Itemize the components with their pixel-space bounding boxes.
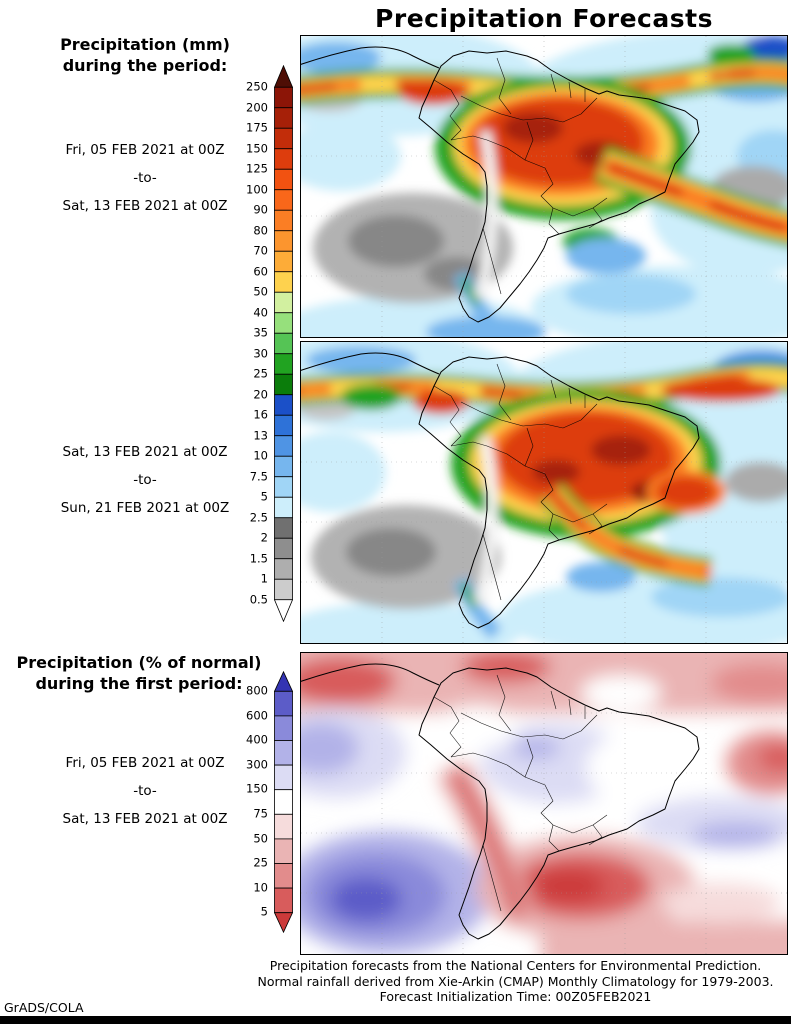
period-3-from: Fri, 05 FEB 2021 at 00Z	[65, 755, 225, 771]
colorbar-tick-label: 30	[253, 345, 268, 360]
colorbar-tick-label: 1	[260, 571, 268, 586]
colorbar-tick-label: 2.5	[249, 509, 268, 524]
pct-heading-line1: Precipitation (% of normal)	[16, 653, 262, 672]
page-title: Precipitation Forecasts	[375, 4, 713, 33]
mm-heading: Precipitation (mm) during the period:	[30, 34, 260, 76]
map-panel-percent	[300, 652, 788, 955]
colorbar-mm-labels: 250 200 175 150 125 100 90 80 70 60 50 40 35 30 25 20 16…	[234, 65, 274, 627]
mm-heading-line1: Precipitation (mm)	[60, 35, 230, 54]
colorbar-tick-label: 400	[246, 732, 268, 747]
period-2-to: Sun, 21 FEB 2021 at 00Z	[60, 500, 230, 516]
colorbar-tick-label: 5	[260, 904, 268, 919]
period-3-to: Sat, 13 FEB 2021 at 00Z	[62, 811, 228, 827]
colorbar-tick-label: 600	[246, 707, 268, 722]
colorbar-tick-label: 13	[253, 427, 268, 442]
period-1-from: Fri, 05 FEB 2021 at 00Z	[65, 142, 225, 158]
colorbar-tick-label: 75	[253, 806, 268, 821]
period-2-from: Sat, 13 FEB 2021 at 00Z	[62, 444, 228, 460]
colorbar-tick-label: 1.5	[249, 550, 268, 565]
colorbar-tick-label: 800	[246, 683, 268, 698]
colorbar-tick-label: 70	[253, 243, 268, 258]
colorbar-tick-label: 150	[246, 781, 268, 796]
footer-line2: Normal rainfall derived from Xie-Arkin (…	[257, 973, 774, 989]
colorbar-tick-label: 20	[253, 386, 268, 401]
colorbar-tick-label: 150	[246, 140, 268, 155]
colorbar-tick-label: 175	[246, 120, 268, 135]
colorbar-tick-label: 0.5	[249, 591, 268, 606]
period-3: Fri, 05 FEB 2021 at 00Z -to- Sat, 13 FEB…	[30, 749, 260, 833]
colorbar-tick-label: 10	[253, 880, 268, 895]
colorbar-tick-label: 80	[253, 222, 268, 237]
colorbar-tick-label: 60	[253, 263, 268, 278]
period-1: Fri, 05 FEB 2021 at 00Z -to- Sat, 13 FEB…	[30, 136, 260, 220]
colorbar-tick-label: 250	[246, 79, 268, 94]
colorbar-tick-label: 50	[253, 830, 268, 845]
colorbar-percent: 800 600 400 300 150 75 50 25 10 5	[234, 670, 294, 938]
period-2-separator: -to-	[133, 472, 157, 488]
colorbar-tick-label: 125	[246, 161, 268, 176]
footer-line1: Precipitation forecasts from the Nationa…	[269, 958, 762, 973]
colorbar-tick-label: 2	[260, 530, 268, 545]
period-2: Sat, 13 FEB 2021 at 00Z -to- Sun, 21 FEB…	[30, 438, 260, 522]
pct-heading-line2: during the first period:	[35, 674, 243, 693]
map-percent-normal	[301, 653, 787, 954]
pct-heading: Precipitation (% of normal) during the f…	[6, 652, 272, 694]
colorbar-tick-label: 40	[253, 304, 268, 319]
colorbar-tick-label: 50	[253, 284, 268, 299]
colorbar-mm-scale	[273, 64, 294, 627]
map-panel-week1	[300, 35, 788, 338]
footer-line3: Forecast Initialization Time: 00Z05FEB20…	[379, 989, 652, 1004]
period-1-separator: -to-	[133, 170, 157, 186]
colorbar-percent-labels: 800 600 400 300 150 75 50 25 10 5	[234, 671, 274, 938]
colorbar-tick-label: 5	[260, 489, 268, 504]
colorbar-tick-label: 16	[253, 407, 268, 422]
colorbar-tick-label: 200	[246, 99, 268, 114]
footer: Precipitation forecasts from the Nationa…	[243, 958, 788, 1005]
colorbar-tick-label: 100	[246, 181, 268, 196]
colorbar-percent-scale	[273, 670, 294, 938]
colorbar-tick-label: 25	[253, 855, 268, 870]
map-week2	[301, 342, 787, 643]
map-panel-week2	[300, 341, 788, 644]
colorbar-mm: 250 200 175 150 125 100 90 80 70 60 50 40 35 30 25 20 16…	[234, 64, 294, 627]
mm-heading-line2: during the period:	[62, 56, 228, 75]
bottom-bar	[0, 1016, 791, 1024]
colorbar-tick-label: 300	[246, 757, 268, 772]
grads-cola-credit: GrADS/COLA	[4, 1000, 84, 1015]
colorbar-tick-label: 7.5	[249, 468, 268, 483]
map-week1	[301, 36, 787, 337]
colorbar-tick-label: 90	[253, 202, 268, 217]
period-1-to: Sat, 13 FEB 2021 at 00Z	[62, 198, 228, 214]
colorbar-tick-label: 25	[253, 366, 268, 381]
colorbar-tick-label: 35	[253, 325, 268, 340]
period-3-separator: -to-	[133, 783, 157, 799]
colorbar-tick-label: 10	[253, 448, 268, 463]
